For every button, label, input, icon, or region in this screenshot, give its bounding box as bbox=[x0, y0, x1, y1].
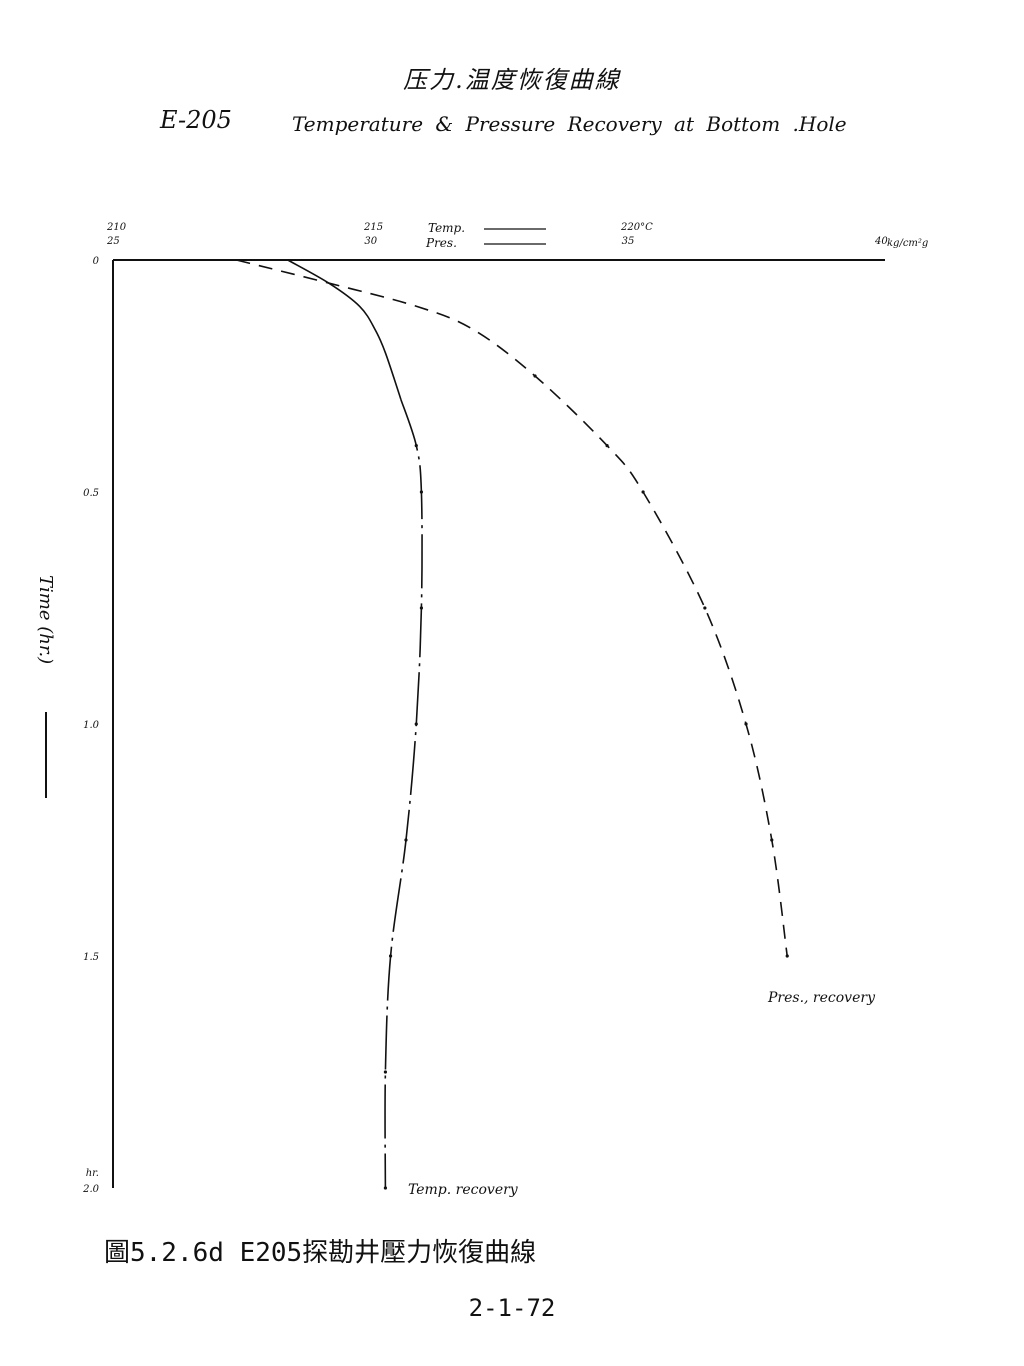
pres-tick-label: 35 bbox=[622, 236, 635, 247]
pres-recovery-point bbox=[770, 838, 774, 842]
legend-pres-label: Pres. bbox=[425, 236, 457, 250]
temp-recovery-line-dashdot bbox=[384, 398, 423, 1189]
pres-recovery-point bbox=[744, 722, 748, 726]
figure-caption: 圖5.2.6d E205探勘井壓力恢復曲線 bbox=[104, 1238, 537, 1268]
temp-recovery-point bbox=[383, 1070, 388, 1074]
y-tick-label: 0 bbox=[93, 256, 100, 267]
temp-recovery-point bbox=[404, 838, 408, 842]
temp-tick-label: 215 bbox=[363, 222, 383, 233]
temp-recovery-point bbox=[388, 954, 393, 958]
temp-tick-label: 220°C bbox=[620, 222, 653, 233]
page-number: 2-1-72 bbox=[468, 1294, 556, 1322]
english-title: Temperature & Pressure Recovery at Botto… bbox=[292, 112, 847, 136]
well-id: E-205 bbox=[160, 106, 232, 134]
pres-recovery-point bbox=[533, 374, 537, 378]
pres-unit-label: kg/cm²g bbox=[887, 238, 928, 249]
temp-recovery-point bbox=[414, 444, 418, 448]
y-axis-label: Time (hr.) bbox=[35, 575, 56, 664]
y-tick-label: 2.0 bbox=[82, 1184, 100, 1195]
pres-recovery-point bbox=[703, 606, 707, 610]
pres-recovery-point bbox=[785, 954, 789, 958]
temp-recovery-annotation: Temp. recovery bbox=[408, 1182, 519, 1198]
y-tick-label: 1.5 bbox=[83, 952, 99, 963]
temp-recovery-point bbox=[383, 1186, 388, 1190]
pres-tick-label: 25 bbox=[106, 236, 120, 247]
chinese-title: 压力.温度恢復曲線 bbox=[403, 66, 621, 94]
legend-temp-label: Temp. bbox=[428, 221, 465, 235]
temp-tick-label: 210 bbox=[106, 222, 127, 233]
pres-recovery-point bbox=[641, 490, 645, 494]
temp-recovery-point bbox=[414, 722, 418, 726]
pres-tick-label: 40 bbox=[874, 236, 888, 247]
pres-recovery-point bbox=[605, 444, 609, 448]
pres-recovery-line bbox=[236, 259, 788, 957]
y-unit-label: hr. bbox=[86, 1168, 99, 1179]
temp-recovery-line-solid bbox=[287, 259, 402, 400]
temp-recovery-point bbox=[419, 490, 423, 494]
temp-recovery-point bbox=[419, 606, 423, 610]
y-tick-label: 0.5 bbox=[83, 488, 99, 499]
pres-tick-label: 30 bbox=[364, 236, 377, 247]
pres-recovery-annotation: Pres., recovery bbox=[767, 990, 876, 1006]
y-tick-label: 1.0 bbox=[83, 720, 100, 731]
